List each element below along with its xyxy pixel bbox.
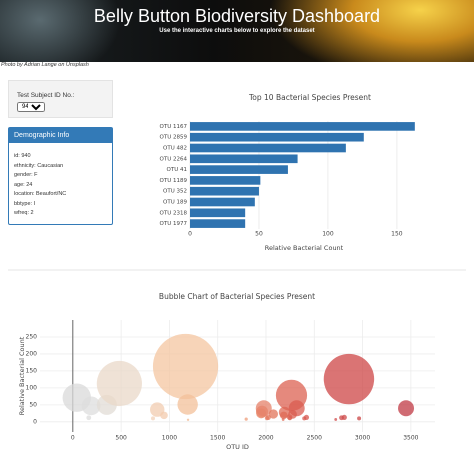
bubble [81, 396, 101, 416]
x-tick-label: 50 [255, 231, 263, 238]
info-line: ethnicity: Caucasian [14, 162, 64, 169]
bubble [186, 418, 190, 421]
x-tick-label: 0 [188, 231, 192, 238]
bar [190, 208, 246, 218]
x-tick-label: 3500 [403, 435, 418, 442]
bar [190, 132, 364, 142]
y-tick-label: 100 [26, 384, 38, 391]
selector-box: Test Subject ID No.: 940 [8, 80, 113, 118]
bubble [341, 414, 347, 421]
y-tick-label: OTU 41 [167, 167, 187, 173]
bubble [357, 416, 362, 421]
info-line: id: 940 [14, 153, 31, 159]
bubble [96, 360, 142, 407]
demographic-panel: Demographic Info id: 940 ethnicity: Cauca… [8, 127, 113, 225]
y-tick-label: OTU 189 [163, 200, 187, 206]
bar [190, 186, 259, 196]
y-axis-title: Relative Bacterial Count [18, 336, 26, 415]
bar [190, 197, 255, 207]
bubble [255, 400, 272, 417]
bubble [398, 400, 415, 417]
x-tick-label: 0 [71, 435, 75, 442]
bubble [152, 333, 219, 400]
y-tick-label: 50 [29, 401, 37, 408]
bubble [150, 402, 165, 417]
photo-caption: Photo by Adrian Lange on Unsplash [1, 62, 89, 68]
y-tick-label: OTU 482 [163, 146, 187, 152]
y-tick-label: 250 [26, 333, 38, 340]
y-tick-label: 150 [26, 367, 38, 374]
info-line: wfreq: 2 [14, 210, 34, 216]
info-line: gender: F [14, 172, 38, 178]
y-tick-label: OTU 2318 [160, 210, 188, 216]
bar [190, 176, 261, 185]
bubble [177, 394, 198, 415]
bar [190, 143, 346, 153]
x-tick-label: 3000 [355, 435, 370, 442]
banner: Belly Button Biodiversity Dashboard Use … [0, 0, 474, 62]
bubble [244, 417, 248, 421]
info-line: age: 24 [14, 181, 33, 188]
info-line: bbtype: I [14, 200, 36, 207]
bubble [86, 415, 92, 421]
bar [190, 122, 415, 131]
y-tick-label: OTU 2264 [160, 156, 188, 162]
chart-title: Bubble Chart of Bacterial Species Presen… [159, 292, 315, 301]
x-tick-label: 500 [115, 435, 127, 442]
bar [190, 165, 288, 174]
bubble [288, 400, 305, 417]
bubble [323, 353, 375, 405]
y-tick-label: OTU 1977 [160, 221, 188, 227]
page-title: Belly Button Biodiversity Dashboard [93, 6, 381, 26]
x-tick-label: 2500 [307, 435, 322, 442]
bubble [150, 416, 155, 421]
info-line: location: Beaufort/NC [14, 191, 67, 197]
y-tick-label: OTU 1189 [160, 178, 188, 184]
y-tick-label: OTU 1167 [160, 124, 188, 130]
x-axis-title: OTU ID [226, 443, 249, 451]
chart-title: Top 10 Bacterial Species Present [248, 93, 371, 102]
y-tick-label: 0 [33, 418, 37, 425]
selector-label: Test Subject ID No.: [17, 92, 75, 99]
panel-title: Demographic Info [9, 128, 112, 143]
bubble [160, 411, 168, 420]
y-tick-label: 200 [26, 350, 38, 357]
bubble [303, 414, 310, 421]
x-tick-label: 150 [391, 231, 403, 238]
y-tick-label: OTU 2859 [160, 135, 188, 141]
bubble [268, 409, 279, 419]
x-tick-label: 1500 [210, 435, 225, 442]
page-subtitle: Use the interactive charts below to expl… [159, 28, 315, 34]
bar [190, 219, 246, 228]
x-tick-label: 1000 [162, 435, 177, 442]
x-axis-title: Relative Bacterial Count [265, 244, 344, 252]
subject-select[interactable]: 940 [17, 102, 45, 112]
y-tick-label: OTU 352 [163, 189, 187, 195]
x-tick-label: 2000 [258, 435, 273, 442]
x-tick-label: 100 [322, 231, 334, 238]
bubble [334, 418, 338, 421]
bar [190, 154, 298, 164]
